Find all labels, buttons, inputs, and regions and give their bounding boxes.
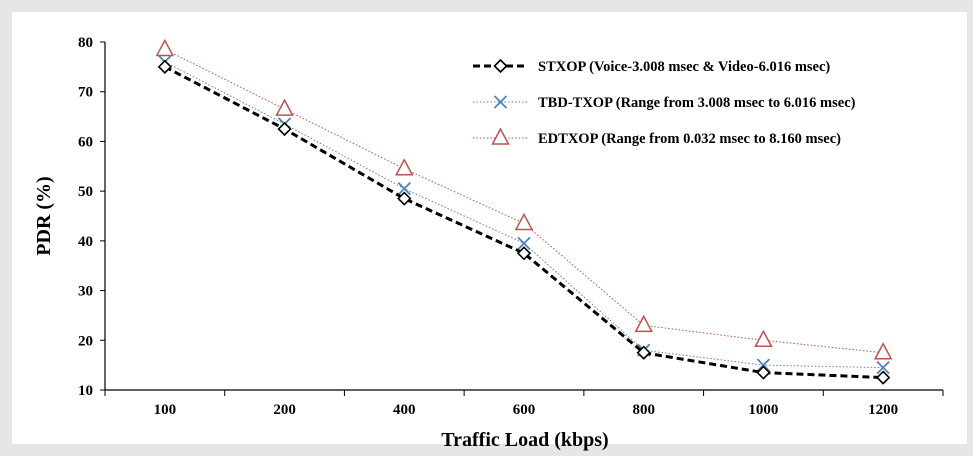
- x-marker-stroke: [397, 182, 411, 196]
- y-axis-label: PDR (%): [33, 176, 55, 255]
- x-marker-stroke: [756, 358, 771, 372]
- x-tick-label: 1200: [868, 402, 898, 418]
- legend-item-1: TBD-TXOP (Range from 3.008 msec to 6.016…: [473, 95, 856, 111]
- series-2: [155, 38, 893, 360]
- data-point: [395, 158, 414, 176]
- data-point: [517, 236, 531, 250]
- x-tick-label: 800: [632, 402, 655, 418]
- data-point: [157, 59, 172, 74]
- x-tick-label: 400: [393, 402, 416, 418]
- y-tick-label: 30: [78, 284, 93, 300]
- y-tick-label: 70: [78, 85, 93, 101]
- legend: STXOP (Voice-3.008 msec & Video-6.016 ms…: [473, 58, 856, 147]
- y-tick-label: 60: [78, 134, 93, 150]
- y-tick-label: 80: [78, 35, 93, 51]
- legend-marker: [493, 58, 508, 74]
- x-tick-label: 1000: [748, 402, 778, 418]
- y-tick-label: 20: [78, 333, 93, 349]
- data-point: [876, 370, 891, 385]
- data-point: [155, 38, 175, 57]
- data-point: [756, 365, 771, 380]
- data-point: [514, 212, 534, 231]
- legend-label: TBD-TXOP (Range from 3.008 msec to 6.016…: [538, 95, 856, 111]
- x-tick-label: 100: [154, 402, 177, 418]
- axes: 10 20 30 40 50 60 70 80 100 200 400 600 800 1000 1200: [78, 35, 944, 418]
- legend-item-0: STXOP (Voice-3.008 msec & Video-6.016 ms…: [473, 58, 830, 75]
- legend-item-2: EDTXOP (Range from 0.032 msec to 8.160 m…: [473, 127, 841, 147]
- data-point: [636, 345, 651, 360]
- y-tick-label: 10: [78, 383, 93, 399]
- x-tick-label: 600: [513, 402, 536, 418]
- y-tick-label: 40: [78, 234, 93, 250]
- x-marker-stroke: [876, 360, 890, 375]
- data-point: [516, 246, 532, 261]
- data-point: [876, 360, 890, 375]
- data-point: [754, 329, 773, 348]
- data-point: [397, 191, 412, 206]
- y-tick-label: 50: [78, 184, 93, 200]
- data-point: [756, 358, 771, 372]
- data-point: [634, 314, 653, 333]
- data-point: [277, 121, 292, 137]
- legend-label: EDTXOP (Range from 0.032 msec to 8.160 m…: [538, 131, 841, 147]
- x-marker-stroke: [517, 236, 531, 250]
- data-point: [397, 182, 411, 196]
- data-point: [275, 98, 294, 116]
- x-axis-label: Traffic Load (kbps): [441, 429, 608, 451]
- series-layer: [155, 38, 893, 385]
- legend-marker: [493, 95, 508, 109]
- x-marker-stroke: [493, 95, 508, 109]
- legend-label: STXOP (Voice-3.008 msec & Video-6.016 ms…: [538, 59, 830, 75]
- legend-marker: [491, 127, 510, 145]
- series-0: [157, 59, 891, 385]
- data-point: [873, 342, 893, 360]
- x-tick-label: 200: [273, 402, 296, 418]
